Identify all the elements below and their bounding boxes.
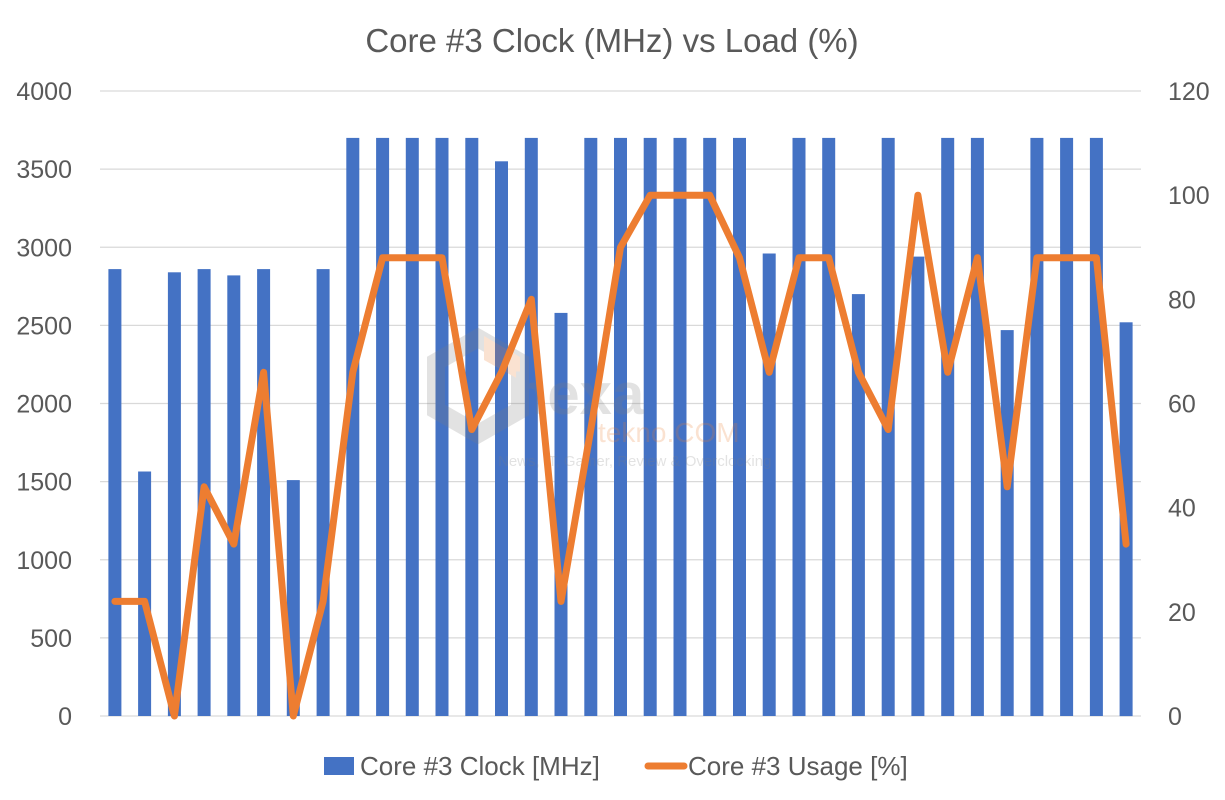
right-tick-label: 40 xyxy=(1168,495,1196,523)
watermark-hex-logo xyxy=(427,327,529,445)
clock-bar xyxy=(316,269,330,716)
clock-bar xyxy=(524,137,538,716)
clock-bar xyxy=(554,312,568,716)
clock-bar xyxy=(941,137,955,716)
clock-bar xyxy=(435,137,449,716)
watermark-tagline: News, IT, Gamer, Review & Overclocking xyxy=(498,453,771,470)
left-tick-label: 1000 xyxy=(16,547,72,575)
clock-bar xyxy=(911,256,925,716)
watermark-name: hexa xyxy=(512,362,645,427)
clock-bar xyxy=(1030,137,1044,716)
left-tick-label: 2500 xyxy=(16,312,72,340)
clock-bar xyxy=(792,137,806,716)
clock-bar xyxy=(1060,137,1074,716)
left-tick-label: 0 xyxy=(58,703,72,731)
watermark: hexa tekno.COM News, IT, Gamer, Review &… xyxy=(427,327,771,470)
legend-label-clock: Core #3 Clock [MHz] xyxy=(360,751,600,781)
left-axis-ticks: 0 500 1000 1500 2000 2500 3000 3500 4000 xyxy=(16,78,72,731)
usage-line xyxy=(111,191,1130,720)
clock-bar xyxy=(405,137,419,716)
clock-bar xyxy=(1000,330,1014,716)
right-tick-label: 0 xyxy=(1168,703,1182,731)
clock-bar xyxy=(703,137,717,716)
clock-bar xyxy=(376,137,390,716)
clock-bar xyxy=(227,275,241,716)
watermark-domain: tekno.COM xyxy=(598,417,740,448)
right-axis-ticks: 0 20 40 60 80 100 120 xyxy=(1168,78,1210,731)
clock-bar xyxy=(673,137,687,716)
clock-bar xyxy=(257,269,271,716)
clock-bar xyxy=(970,137,984,716)
left-tick-label: 1500 xyxy=(16,469,72,497)
left-tick-label: 500 xyxy=(30,625,72,653)
left-tick-label: 3500 xyxy=(16,156,72,184)
clock-bar xyxy=(167,272,181,717)
clock-bar xyxy=(495,161,508,717)
clock-bar xyxy=(643,137,657,716)
chart-title: Core #3 Clock (MHz) vs Load (%) xyxy=(365,22,858,59)
right-tick-label: 20 xyxy=(1168,599,1196,627)
clock-bar xyxy=(822,137,836,716)
left-tick-label: 4000 xyxy=(16,78,72,106)
clock-bar xyxy=(762,253,776,716)
right-tick-label: 100 xyxy=(1168,182,1210,210)
clock-bar xyxy=(108,269,122,716)
legend-swatch-clock xyxy=(324,757,354,775)
legend-label-usage: Core #3 Usage [%] xyxy=(688,751,908,781)
right-tick-label: 80 xyxy=(1168,286,1196,314)
clock-bar xyxy=(138,471,152,716)
right-tick-label: 120 xyxy=(1168,78,1210,106)
left-tick-label: 2000 xyxy=(16,391,72,419)
clock-bar xyxy=(346,137,360,716)
clock-bar xyxy=(851,294,865,716)
watermark-hex-accent xyxy=(484,336,520,380)
right-tick-label: 60 xyxy=(1168,391,1196,419)
clock-bar xyxy=(1089,137,1103,716)
left-tick-label: 3000 xyxy=(16,234,72,262)
legend: Core #3 Clock [MHz] Core #3 Usage [%] xyxy=(324,751,908,781)
